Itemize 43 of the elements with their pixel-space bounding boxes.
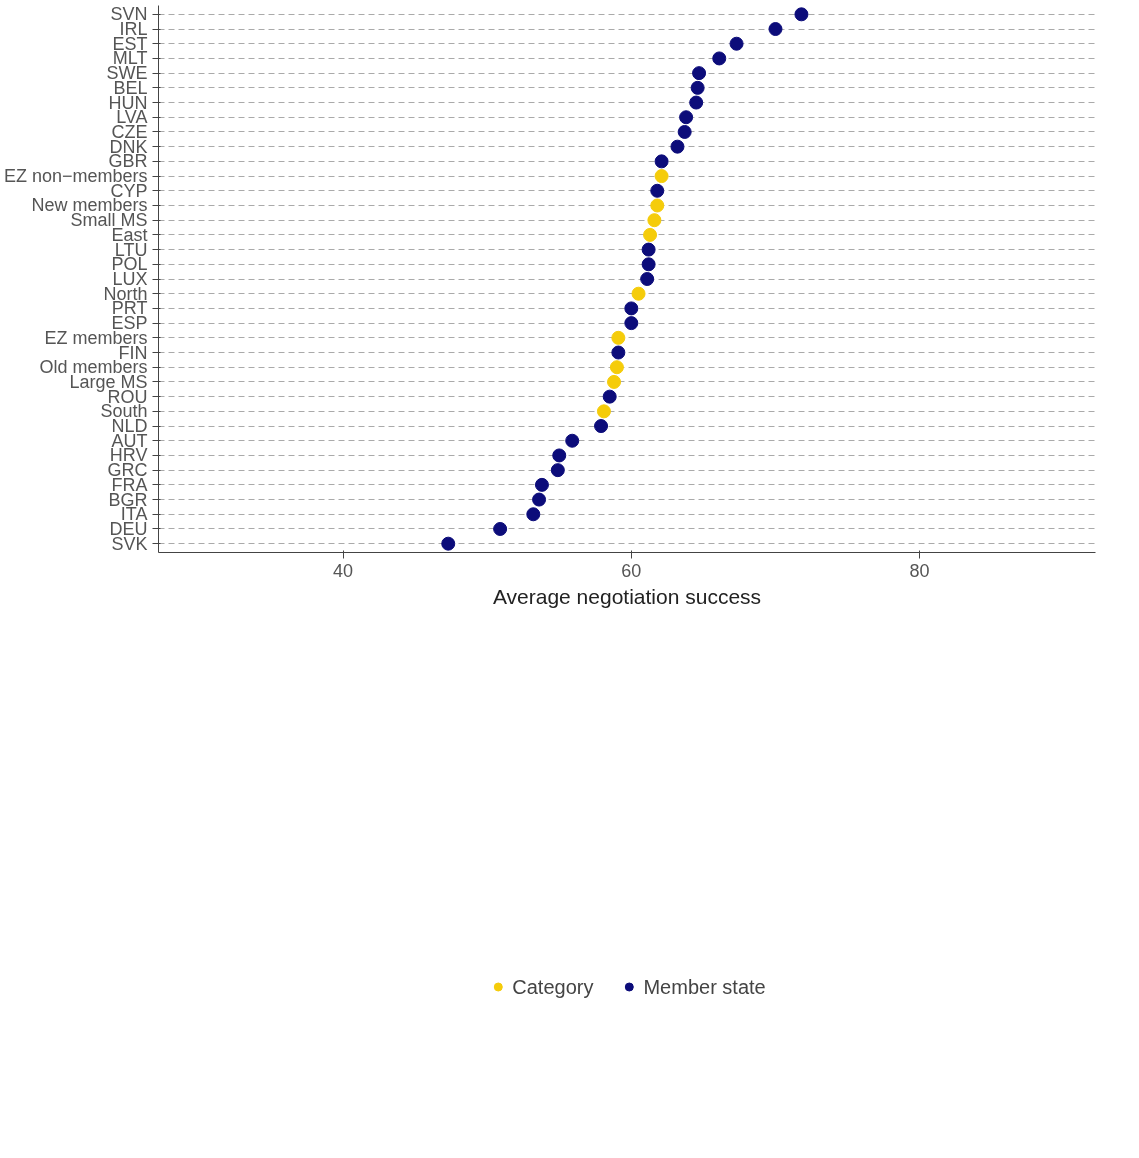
point <box>607 374 622 389</box>
point <box>596 404 611 419</box>
point <box>729 36 744 51</box>
point <box>677 124 692 139</box>
point <box>594 419 609 434</box>
point <box>609 360 624 375</box>
x-tick-label: 80 <box>909 560 930 581</box>
point <box>641 257 656 272</box>
point <box>712 51 727 66</box>
point <box>654 169 669 184</box>
point <box>631 286 646 301</box>
point <box>647 213 662 228</box>
point <box>692 66 707 81</box>
point <box>624 316 639 331</box>
point <box>640 272 655 286</box>
point <box>611 330 626 345</box>
x-axis-title: Average negotiation success <box>492 584 762 608</box>
point <box>670 139 685 154</box>
point <box>768 22 783 37</box>
point <box>641 242 656 257</box>
point <box>690 80 705 95</box>
point <box>650 183 665 198</box>
point <box>552 448 567 463</box>
point <box>602 389 617 404</box>
point <box>550 463 565 478</box>
point <box>611 345 626 360</box>
legend-label: Member state <box>643 975 766 999</box>
x-tick-label: 60 <box>621 560 642 581</box>
point <box>654 154 669 169</box>
x-tick-label: 40 <box>333 560 354 581</box>
point <box>441 536 456 551</box>
point <box>565 433 580 448</box>
point <box>794 7 809 22</box>
legend-label: Category <box>512 975 594 999</box>
point <box>624 301 639 316</box>
point <box>534 477 549 492</box>
point <box>526 507 541 522</box>
point <box>493 521 508 536</box>
point <box>532 492 547 507</box>
point <box>650 198 665 213</box>
point <box>679 110 694 125</box>
point <box>643 227 658 242</box>
point <box>689 95 704 110</box>
